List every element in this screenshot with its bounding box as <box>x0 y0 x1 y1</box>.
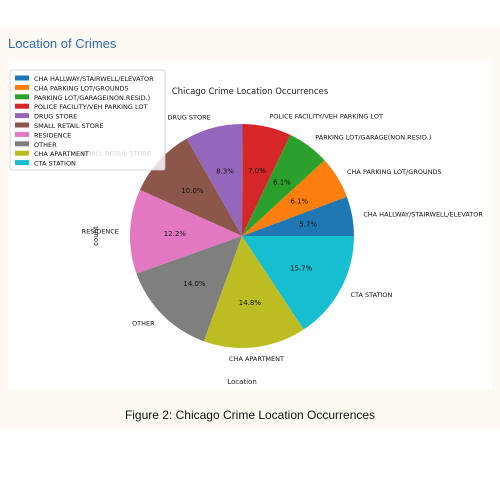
pie-slice <box>242 236 354 330</box>
slice-category-label: CHA APARTMENT <box>229 355 284 363</box>
legend-entry-label: CHA PARKING LOT/GROUNDS <box>34 84 129 92</box>
pie-slice <box>130 189 242 274</box>
legend-swatch <box>15 131 29 137</box>
pie-slice <box>136 236 242 342</box>
legend-entry-label: POLICE FACILITY/VEH PARKING LOT <box>34 103 148 111</box>
legend-swatch <box>15 122 29 128</box>
legend-entry-label: CTA STATION <box>34 160 76 168</box>
slice-category-label: RESIDENCE <box>82 227 119 235</box>
slice-percentage-label: 15.7% <box>290 264 313 272</box>
slice-percentage-label: 14.8% <box>239 299 262 307</box>
slice-category-label: POLICE FACILITY/VEH PARKING LOT <box>269 112 383 120</box>
slice-percentage-label: 10.0% <box>181 187 204 195</box>
legend-swatch <box>15 141 29 147</box>
slice-category-label: CTA STATION <box>350 291 392 299</box>
pie-chart: 5.7% 6.1% 6.1% 7.0% 8.3% 10.0% 12.2% 14.0% 14.8%… <box>9 69 483 386</box>
slice-category-label: OTHER <box>132 319 155 327</box>
section-title: Location of Crimes <box>8 36 117 51</box>
pie-slice <box>242 124 291 236</box>
legend-swatch <box>15 113 29 119</box>
pie-slice <box>186 124 243 236</box>
pie-slice <box>242 196 354 236</box>
slice-percentage-label: 7.0% <box>248 167 266 175</box>
pie-percentage-labels: 5.7% 6.1% 6.1% 7.0% 8.3% 10.0% 12.2% 14.0% 14.8%… <box>164 167 318 307</box>
y-axis-label: count <box>92 226 100 246</box>
pie-slice <box>203 236 304 348</box>
legend-entry-label: CHA HALLWAY/STAIRWELL/ELEVATOR <box>34 75 154 83</box>
slice-percentage-label: 6.1% <box>273 178 291 186</box>
x-axis-label: Location <box>227 378 257 386</box>
figure-caption: Figure 2: Chicago Crime Location Occurre… <box>124 408 376 422</box>
legend-frame <box>9 69 166 171</box>
pie-slice <box>242 134 325 236</box>
legend-swatch <box>15 160 29 166</box>
slice-percentage-label: 5.7% <box>299 221 317 229</box>
slice-category-label: DRUG STORE <box>168 113 211 121</box>
slice-category-label: CHA HALLWAY/STAIRWELL/ELEVATOR <box>363 211 483 219</box>
legend-swatch <box>15 75 29 81</box>
legend-entry-label: DRUG STORE <box>34 113 77 121</box>
legend-entry-label: PARKING LOT/GARAGE(NON.RESID.) <box>34 94 150 102</box>
pie-slice <box>139 138 242 236</box>
chart-title: Chicago Crime Location Occurrences <box>172 87 329 97</box>
pie-slice <box>242 160 347 236</box>
legend-swatch <box>15 103 29 109</box>
slice-percentage-label: 14.0% <box>183 280 206 288</box>
slice-percentage-label: 12.2% <box>164 230 187 238</box>
legend-entry-label: OTHER <box>34 141 57 149</box>
legend-entry-label: RESIDENCE <box>34 131 71 139</box>
pie-slices <box>130 124 354 348</box>
chart-figure: 5.7% 6.1% 6.1% 7.0% 8.3% 10.0% 12.2% 14.0% 14.8%… <box>8 60 492 390</box>
slice-category-label: CHA PARKING LOT/GROUNDS <box>347 168 442 176</box>
slice-category-label: PARKING LOT/GARAGE(NON.RESID.) <box>315 133 431 141</box>
legend-swatch <box>15 84 29 90</box>
slice-percentage-label: 6.1% <box>290 197 308 205</box>
legend-entry-label: CHA APARTMENT <box>34 150 89 158</box>
legend-swatch <box>15 150 29 156</box>
legend-swatch <box>15 94 29 100</box>
legend-entry-label: SMALL RETAIL STORE <box>34 122 103 130</box>
slice-percentage-label: 8.3% <box>216 167 234 175</box>
